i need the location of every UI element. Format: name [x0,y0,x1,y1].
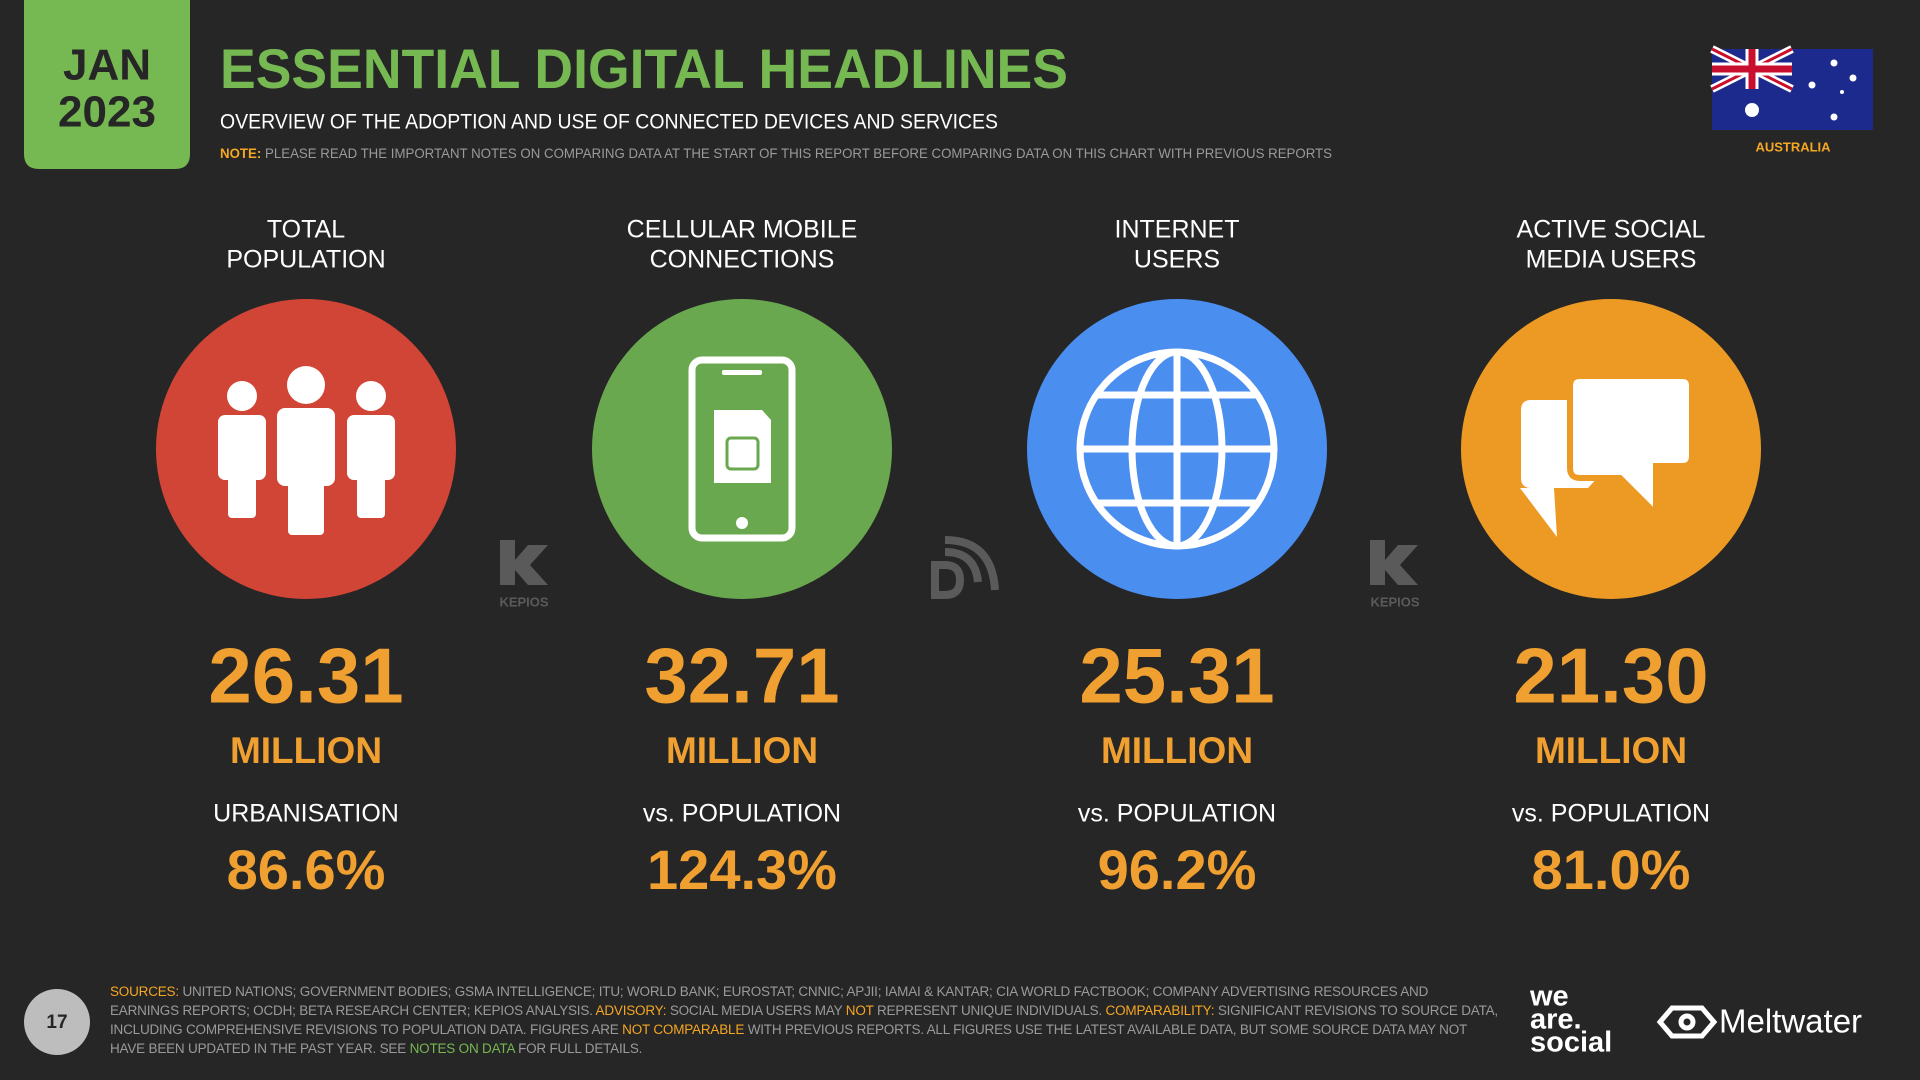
footer-segment: NOT [845,1003,874,1018]
flag [1710,45,1873,130]
brand-line: we [1529,981,1569,1013]
brand-line: are. [1530,1004,1582,1036]
stat-sub-value: 96.2% [1098,838,1257,901]
subtitle: OVERVIEW OF THE ADOPTION AND USE OF CONN… [220,111,998,134]
stat-value: 21.30 [1513,632,1708,720]
footer-segment: NOTES ON DATA [409,1041,515,1056]
stat-sub-label: vs. POPULATION [1512,800,1710,828]
stat-value: 32.71 [644,632,839,720]
stat-label: CELLULAR MOBILE [627,216,858,244]
badge-year: 2023 [58,88,156,137]
footer-segment: SOURCES: [110,984,179,999]
note-text: PLEASE READ THE IMPORTANT NOTES ON COMPA… [265,145,1332,161]
stat-sub-label: URBANISATION [213,800,399,828]
footer-sources: SOURCES: UNITED NATIONS; GOVERNMENT BODI… [110,982,1500,1058]
stat-label: MEDIA USERS [1526,246,1697,274]
badge-month: JAN [63,41,151,90]
stat-unit: MILLION [1101,730,1253,771]
meltwater-mark [1656,1005,1718,1039]
stat-sub-value: 124.3% [647,838,837,901]
stat-sub-value: 81.0% [1532,838,1691,901]
footer-segment: NOT COMPARABLE [622,1022,745,1037]
people-icon [218,366,395,535]
stat-value: 25.31 [1079,632,1274,720]
globe-icon [1076,348,1278,550]
stat-label: USERS [1134,246,1220,274]
page-number: 17 [46,1012,67,1033]
stat-label: INTERNET [1115,216,1240,244]
footer-segment: WITH PREVIOUS REPORTS. ALL FIGURES USE T… [110,1022,1467,1056]
meltwater: Meltwater [1719,1003,1862,1040]
stat-sub-label: vs. POPULATION [643,800,841,828]
stat-sub-label: vs. POPULATION [1078,800,1276,828]
footer-segment: UNITED NATIONS; GOVERNMENT BODIES; GSMA … [110,984,1429,1018]
logo-kepios [500,540,548,585]
footer-segment: SIGNIFICANT REVISIONS TO SOURCE DATA, IN… [110,1003,1498,1037]
stat-label: ACTIVE SOCIAL [1517,216,1706,244]
icons [218,348,1695,550]
footer-segment: FOR FULL DETAILS. [514,1041,643,1056]
note-label: NOTE: [220,145,261,161]
stat-unit: MILLION [666,730,818,771]
footer-segment: SOCIAL MEDIA USERS MAY [666,1003,846,1018]
stat-unit: MILLION [1535,730,1687,771]
stat-label: CONNECTIONS [650,246,835,274]
stat-value: 26.31 [208,632,403,720]
footer-segment: ADVISORY: [595,1003,667,1018]
stat-label: POPULATION [226,246,385,274]
logo-kepios-label: KEPIOS [499,594,548,609]
footer-segment: COMPARABILITY: [1105,1003,1215,1018]
date-badge [24,0,190,169]
stat-label: TOTAL [267,216,345,244]
stat-sub-value: 86.6% [227,838,386,901]
page-number-badge [24,989,90,1055]
chat-icon [1520,373,1695,537]
footer-segment: REPRESENT UNIQUE INDIVIDUALS. [873,1003,1106,1018]
country: AUSTRALIA [1755,139,1831,154]
note: NOTE:PLEASE READ THE IMPORTANT NOTES ON … [220,145,1332,161]
brand-line: social [1530,1027,1612,1059]
logo-kepios-label: KEPIOS [1370,594,1419,609]
stat-unit: MILLION [230,730,382,771]
phone-icon [688,356,796,542]
logo-datareportal [931,536,999,599]
title: ESSENTIAL DIGITAL HEADLINES [220,37,1068,100]
logo-kepios [1370,540,1418,585]
